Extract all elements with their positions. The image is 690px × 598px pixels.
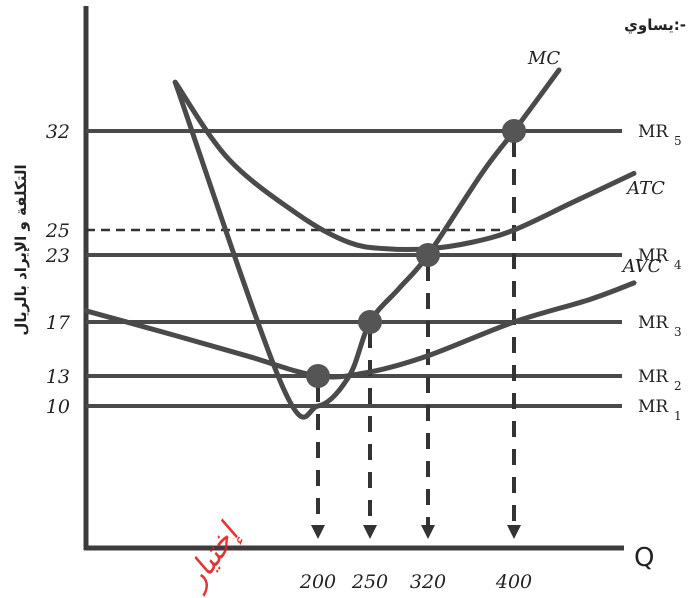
point-200-13	[306, 364, 330, 388]
axis-ticks: 10 13 17 23 25 32 200 250 320 400	[45, 121, 532, 593]
curve-labels: MR 5 MR 4 MR 3 MR 2 MR 1 MC ATC AVC	[527, 48, 682, 423]
y-tick-23: 23	[45, 245, 70, 267]
x-tick-250: 250	[351, 571, 388, 593]
cost-curves	[83, 67, 637, 420]
curve-label-mc: MC	[527, 48, 560, 69]
equilibrium-points	[306, 119, 526, 388]
mr-label-sub-mr5: 5	[674, 134, 682, 148]
mr-label-sub-mr3: 3	[674, 325, 682, 339]
guide-arrow-250	[363, 525, 377, 539]
point-320-23	[416, 243, 440, 267]
chart-title: يساوي:-	[624, 16, 686, 35]
mr-label-mr4: MR	[638, 246, 669, 266]
mr-label-sub-mr2: 2	[674, 379, 682, 393]
mr-label-mr3: MR	[638, 313, 669, 333]
y-tick-25: 25	[45, 220, 70, 242]
y-tick-17: 17	[46, 312, 71, 334]
curve-label-avc: AVC	[621, 256, 662, 277]
y-tick-13: 13	[46, 366, 70, 388]
x-tick-400: 400	[495, 571, 532, 593]
mr-label-sub-mr1: 1	[674, 409, 682, 423]
y-axis-label: التكلفة و الإيراد بالريال	[12, 164, 30, 335]
x-tick-200: 200	[299, 571, 336, 593]
guide-arrow-400	[507, 525, 521, 539]
point-250-17	[358, 310, 382, 334]
mr-label-sub-mr4: 4	[674, 258, 682, 272]
guide-arrow-320	[421, 525, 435, 539]
y-tick-10: 10	[46, 396, 70, 418]
point-400-32	[502, 119, 526, 143]
curve-atc	[172, 79, 637, 253]
x-tick-320: 320	[410, 571, 446, 593]
mr-label-mr2: MR	[638, 367, 669, 387]
y-tick-32: 32	[46, 121, 70, 143]
curve-label-atc: ATC	[625, 178, 665, 199]
handwritten-annotation: إختيار	[176, 515, 248, 598]
mr-label-mr5: MR	[638, 122, 669, 142]
curve-avc	[83, 280, 637, 380]
dashed-guides	[86, 141, 521, 539]
guide-arrow-200	[311, 525, 325, 539]
x-axis-label: Q	[634, 543, 654, 573]
mr-label-mr1: MR	[638, 397, 669, 417]
curve-mc	[172, 67, 562, 420]
